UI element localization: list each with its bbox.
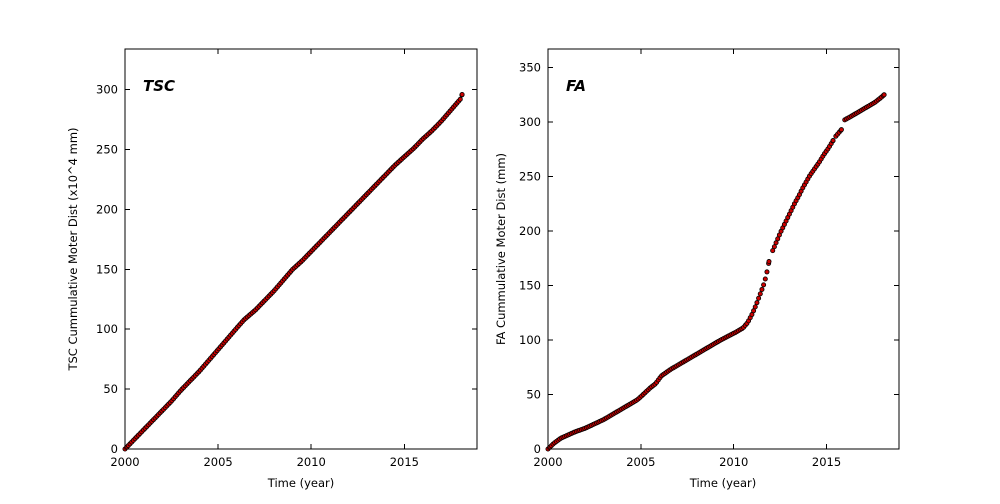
fa-ticks: 2000 2005 2010 2015 0 50 100 150 200 250 300 350 <box>519 49 899 469</box>
tsc-data-series <box>122 92 465 452</box>
x-tick-label: 2000 <box>110 455 139 469</box>
y-tick-label: 0 <box>534 442 541 456</box>
y-tick-label: 150 <box>96 262 118 276</box>
data-point <box>756 295 762 301</box>
data-point <box>838 127 844 133</box>
y-tick-label: 350 <box>519 61 541 75</box>
tsc-x-axis-label: Time (year) <box>267 476 334 490</box>
data-point <box>752 304 758 310</box>
fa-plot-frame <box>547 48 900 450</box>
data-point <box>759 286 765 292</box>
x-tick-label: 2010 <box>297 455 326 469</box>
x-tick-label: 2010 <box>719 455 748 469</box>
fa-plot: 2000 2005 2010 2015 0 50 100 150 200 250 300 350 FA… <box>494 48 900 490</box>
y-tick-label: 150 <box>519 279 541 293</box>
tsc-y-axis-label: TSC Cummulative Moter Dist (x10^4 mm) <box>66 127 80 371</box>
x-tick-label: 2005 <box>203 455 232 469</box>
data-point <box>762 276 768 282</box>
y-tick-label: 250 <box>519 170 541 184</box>
x-tick-label: 2015 <box>812 455 841 469</box>
y-tick-label: 300 <box>519 115 541 129</box>
x-tick-label: 2015 <box>390 455 419 469</box>
tsc-ticks: 2000 2005 2010 2015 0 50 100 150 200 250 300 <box>96 49 477 469</box>
fa-data-series <box>545 92 887 452</box>
x-tick-label: 2005 <box>626 455 655 469</box>
y-tick-label: 50 <box>526 388 541 402</box>
fa-y-axis-label: FA Cummulative Moter Dist (mm) <box>494 153 508 345</box>
data-point <box>881 92 887 98</box>
y-tick-label: 0 <box>111 442 118 456</box>
y-tick-label: 50 <box>103 382 118 396</box>
y-tick-label: 200 <box>96 202 118 216</box>
data-point <box>457 96 463 102</box>
y-tick-label: 300 <box>96 83 118 97</box>
data-point <box>761 282 767 288</box>
data-point <box>764 269 770 275</box>
data-point <box>754 300 760 306</box>
y-tick-label: 200 <box>519 224 541 238</box>
data-point <box>459 92 465 98</box>
tsc-plot-frame <box>124 48 478 450</box>
tsc-panel-label: TSC <box>143 77 175 95</box>
y-tick-label: 100 <box>519 333 541 347</box>
fa-x-axis-label: Time (year) <box>689 476 756 490</box>
y-tick-label: 100 <box>96 322 118 336</box>
x-tick-label: 2000 <box>533 455 562 469</box>
y-tick-label: 250 <box>96 143 118 157</box>
data-point <box>830 138 836 144</box>
tsc-plot: 2000 2005 2010 2015 0 50 100 150 200 250 300 TSC T… <box>66 48 478 490</box>
data-point <box>766 259 772 265</box>
data-point <box>757 291 763 297</box>
fa-panel-label: FA <box>566 77 586 95</box>
